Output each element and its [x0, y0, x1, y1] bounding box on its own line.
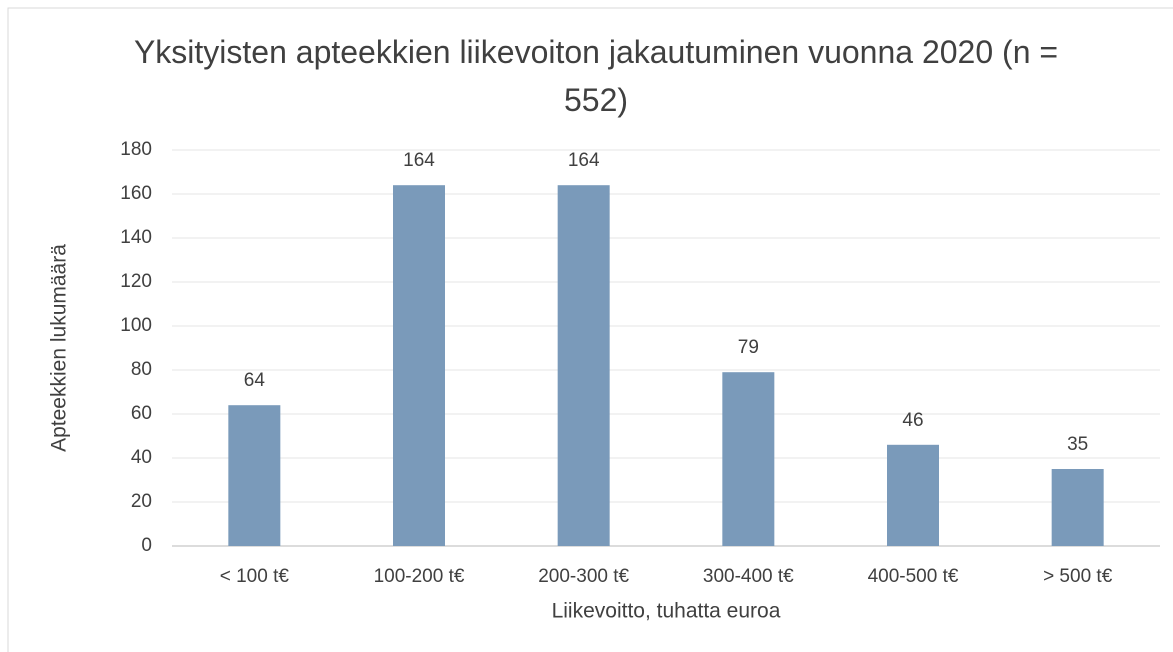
x-tick-label: 200-300 t€ [538, 566, 629, 587]
y-tick-label: 100 [120, 315, 152, 336]
bar [557, 185, 610, 546]
x-tick-label: 300-400 t€ [703, 566, 794, 587]
y-axis-label: Apteekkien lukumäärä [48, 244, 71, 452]
data-label: 79 [738, 337, 759, 358]
bar [228, 405, 281, 546]
data-label: 46 [902, 410, 923, 431]
data-label: 35 [1067, 434, 1088, 455]
x-tick-label: 100-200 t€ [374, 566, 465, 587]
x-tick-label: 400-500 t€ [868, 566, 959, 587]
bar [887, 444, 939, 546]
x-tick-label: > 500 t€ [1043, 566, 1113, 587]
y-tick-label: 80 [131, 359, 152, 380]
bar [393, 185, 445, 546]
y-tick-label: 20 [131, 491, 152, 512]
y-tick-label: 140 [120, 227, 152, 248]
x-axis-label: Liikevoitto, tuhatta euroa [552, 600, 781, 623]
bar [1051, 469, 1104, 546]
y-tick-label: 120 [120, 271, 152, 292]
data-label: 164 [568, 150, 600, 171]
data-label: 164 [403, 150, 435, 171]
y-tick-label: 60 [131, 403, 152, 424]
data-label: 64 [244, 370, 266, 391]
x-tick-label: < 100 t€ [220, 566, 290, 587]
chart-title: Yksityisten apteekkien liikevoiton jakau… [133, 34, 1059, 118]
chart-border [7, 7, 1173, 652]
y-tick-label: 40 [131, 447, 152, 468]
y-tick-label: 160 [120, 183, 152, 204]
y-tick-label: 180 [120, 139, 152, 160]
bar [722, 372, 775, 546]
y-tick-label: 0 [141, 535, 152, 556]
